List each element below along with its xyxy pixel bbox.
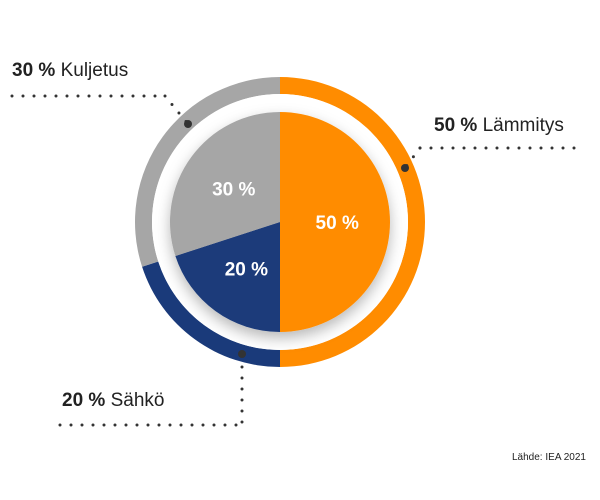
pie-slice-kuljetus <box>170 112 280 256</box>
callout-lammitys: 50 % Lämmitys <box>434 115 564 137</box>
leader-line-lammitys-diagonal <box>403 146 422 170</box>
inner-pie <box>170 112 390 332</box>
slice-label-lammitys: 50 % <box>316 213 359 234</box>
callout-lammitys-percent: 50 % <box>434 115 478 136</box>
ring-segment-sahko <box>142 261 280 367</box>
leader-dot-lammitys <box>401 164 409 172</box>
leader-dot-kuljetus <box>184 120 192 128</box>
callout-sahko: 20 % Sähkö <box>62 390 164 412</box>
callout-sahko-label: Sähkö <box>110 390 165 411</box>
source-note: Lähde: IEA 2021 <box>512 452 586 463</box>
ring-segment-lammitys <box>280 77 425 367</box>
callout-sahko-percent: 20 % <box>62 390 106 411</box>
leader-lines <box>10 94 577 427</box>
callout-kuljetus-label: Kuljetus <box>60 60 129 81</box>
leader-dot-sahko <box>238 350 246 358</box>
callout-lammitys-label: Lämmitys <box>482 115 564 136</box>
callout-kuljetus: 30 % Kuljetus <box>12 60 128 82</box>
pie-slice-lammitys <box>280 112 390 332</box>
pie-slice-sahko <box>175 222 280 332</box>
slice-label-kuljetus: 30 % <box>212 179 255 200</box>
leader-line-kuljetus-diagonal <box>163 94 190 126</box>
slice-label-sahko: 20 % <box>225 259 268 280</box>
slice-labels: 50 % 20 % 30 % <box>212 179 359 280</box>
callout-kuljetus-percent: 30 % <box>12 60 56 81</box>
ring-segment-kuljetus <box>134 77 280 267</box>
outer-ring <box>134 77 425 367</box>
